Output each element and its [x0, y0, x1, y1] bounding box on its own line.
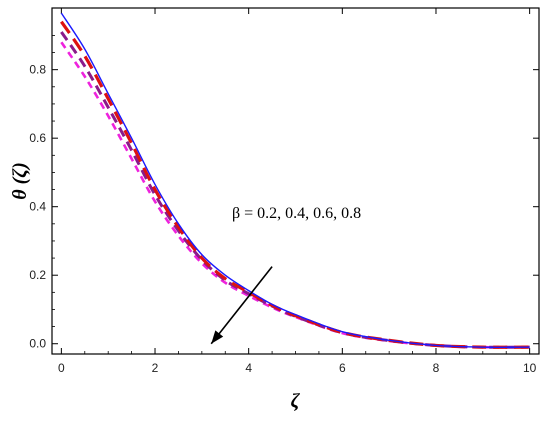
x-tick-label: 8 [433, 361, 440, 375]
y-tick-label: 0.6 [29, 131, 46, 145]
series-line-3 [60, 31, 530, 349]
axis-ticks: 0 2 4 6 8 10 0.0 0.2 0.4 0.6 0.8 [29, 8, 539, 375]
y-tick-label: 0.8 [29, 63, 46, 77]
plot-frame [51, 7, 540, 355]
series-line-4 [60, 41, 530, 349]
y-axis-title: θ (ζ) [9, 162, 31, 200]
series-line-2 [60, 20, 530, 349]
x-tick-label: 6 [339, 361, 346, 375]
x-tick-label: 0 [58, 361, 65, 375]
y-tick-label: 0.4 [29, 200, 46, 214]
x-tick-label: 10 [523, 361, 537, 375]
series-line-1 [60, 12, 530, 348]
annotation-arrow-head [211, 330, 224, 344]
x-tick-label: 4 [245, 361, 252, 375]
beta-annotation: β = 0.2, 0.4, 0.6, 0.8 [232, 205, 361, 222]
x-axis-title: ζ [291, 390, 301, 412]
annotation-layer [210, 266, 273, 345]
x-tick-label: 2 [152, 361, 159, 375]
y-tick-label: 0.2 [29, 268, 46, 282]
y-tick-label: 0.0 [29, 337, 46, 351]
annotation-arrow-shaft [210, 266, 273, 345]
series-layer [60, 12, 530, 349]
